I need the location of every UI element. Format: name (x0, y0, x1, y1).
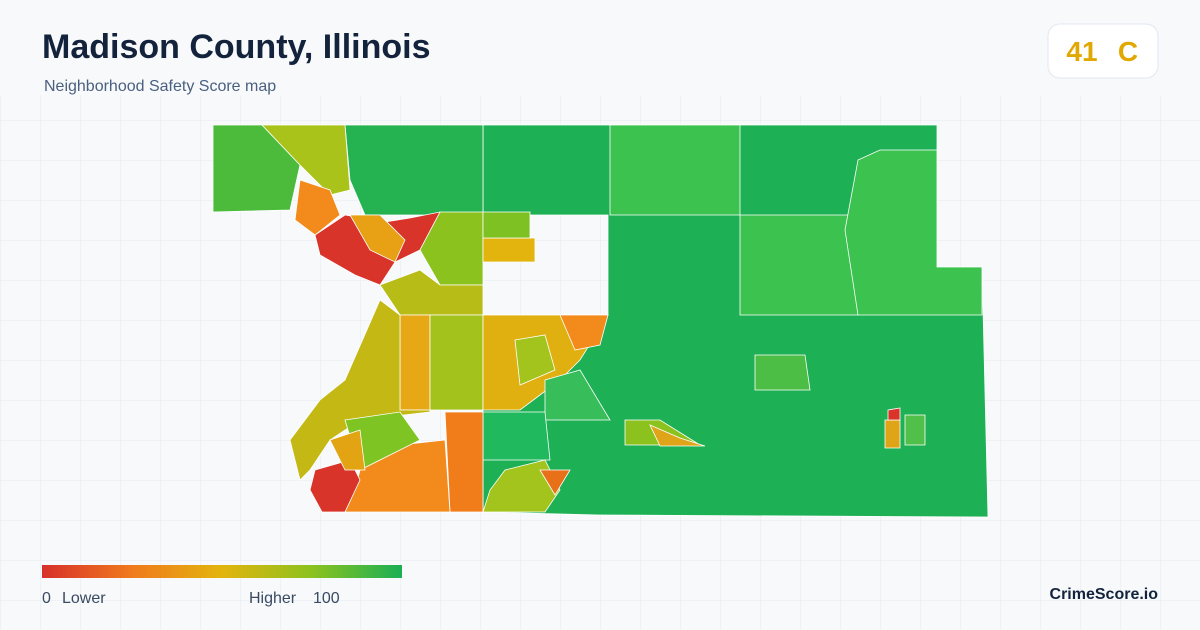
county-map (212, 124, 989, 518)
legend-max-label: Higher (249, 590, 297, 607)
region (609, 124, 741, 216)
score-badge: 41 C (1047, 23, 1159, 79)
subtitle: Neighborhood Safety Score map (44, 78, 276, 95)
region (514, 334, 556, 386)
brand: CrimeScore.io (1050, 586, 1159, 603)
region (444, 411, 484, 513)
region (261, 124, 351, 196)
header-band (0, 0, 1200, 95)
region (559, 314, 609, 351)
score-value: 41 (1066, 36, 1097, 67)
region (844, 149, 983, 316)
region (344, 124, 484, 216)
legend-min-label: Lower (62, 590, 106, 607)
region (349, 214, 406, 263)
legend-max: 100 (313, 590, 340, 607)
legend: 0 Lower Higher 100 (42, 565, 402, 607)
region (482, 411, 551, 461)
region (482, 211, 531, 239)
region (429, 314, 484, 411)
region (294, 179, 341, 236)
region (739, 214, 859, 316)
region (887, 407, 901, 421)
legend-min: 0 (42, 590, 51, 607)
score-grade: C (1118, 36, 1138, 67)
region (884, 419, 901, 449)
region (754, 354, 811, 391)
title: Madison County, Illinois (42, 28, 430, 66)
region (482, 237, 536, 263)
region (399, 314, 431, 411)
score-box (1047, 23, 1159, 79)
region (904, 414, 926, 446)
region (329, 429, 366, 471)
region (482, 459, 561, 513)
legend-gradient (42, 565, 402, 578)
region (212, 124, 301, 213)
region (539, 469, 571, 496)
region (289, 299, 431, 481)
region (649, 424, 706, 447)
region (544, 369, 611, 421)
